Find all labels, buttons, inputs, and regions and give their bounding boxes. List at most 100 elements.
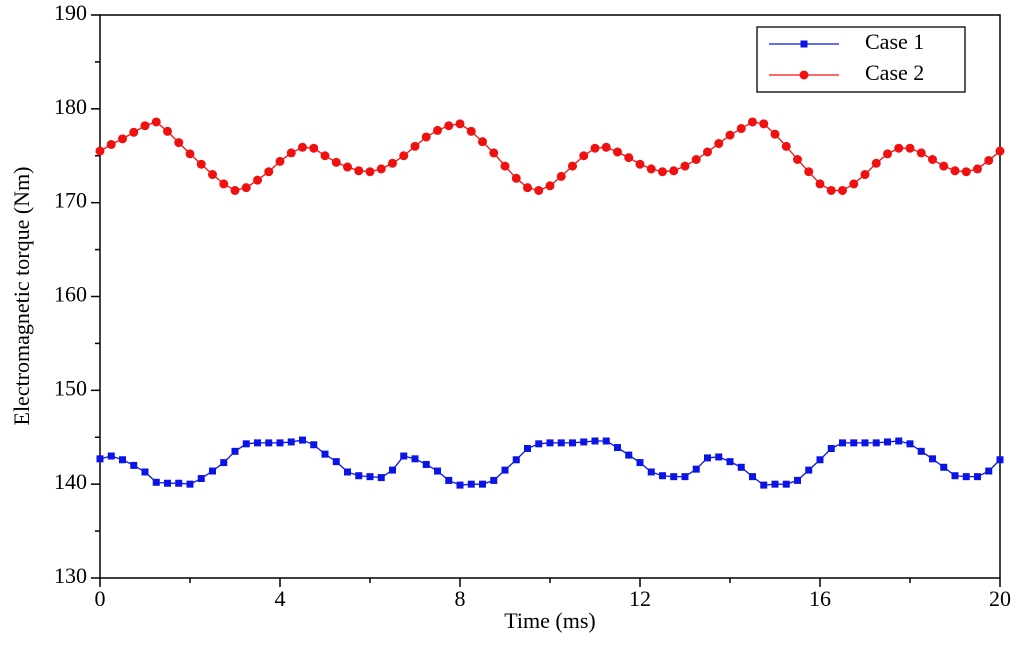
marker — [613, 147, 622, 157]
marker — [691, 155, 701, 165]
marker — [456, 481, 464, 489]
legend-marker — [800, 40, 808, 48]
legend-box — [756, 26, 966, 93]
marker — [839, 439, 846, 447]
marker — [164, 479, 171, 487]
y-axis-label: Electromagnetic torque (Nm) — [9, 166, 34, 425]
marker — [681, 473, 689, 481]
marker — [344, 468, 351, 476]
marker — [984, 155, 994, 165]
marker — [973, 164, 982, 174]
marker — [501, 466, 509, 474]
marker — [793, 155, 802, 165]
x-tick-label: 20 — [989, 586, 1011, 611]
marker — [287, 438, 295, 446]
marker — [804, 167, 814, 177]
marker — [524, 445, 531, 453]
y-tick-label: 150 — [54, 375, 87, 400]
plot-frame — [99, 14, 1001, 579]
marker — [286, 148, 296, 158]
marker — [512, 456, 520, 464]
marker — [332, 458, 340, 466]
marker — [838, 185, 847, 195]
marker — [928, 155, 937, 165]
marker — [703, 147, 712, 157]
marker — [670, 473, 678, 481]
marker — [995, 146, 1005, 156]
marker — [163, 126, 172, 136]
marker — [601, 142, 611, 152]
marker — [781, 141, 791, 151]
marker — [174, 138, 184, 148]
marker — [905, 143, 915, 153]
marker — [917, 447, 925, 455]
y-tick-label: 160 — [54, 282, 87, 307]
marker — [816, 456, 824, 464]
marker — [434, 467, 441, 475]
y-tick-label: 170 — [54, 188, 87, 213]
marker — [298, 142, 307, 152]
marker — [647, 468, 655, 476]
marker — [389, 466, 396, 474]
marker — [354, 166, 364, 176]
marker — [929, 455, 936, 463]
marker — [422, 460, 430, 468]
marker — [388, 158, 397, 168]
marker — [646, 164, 656, 174]
marker — [197, 475, 205, 483]
marker — [961, 167, 971, 177]
marker — [241, 183, 251, 193]
marker — [130, 461, 138, 469]
marker — [175, 479, 183, 487]
marker — [658, 167, 667, 177]
marker — [849, 179, 859, 189]
marker — [331, 157, 341, 167]
y-tick-label: 130 — [54, 563, 87, 588]
marker — [107, 452, 115, 460]
marker — [579, 151, 589, 161]
marker — [850, 439, 858, 447]
marker — [129, 127, 139, 137]
marker — [782, 480, 790, 488]
marker — [466, 126, 476, 136]
marker — [399, 151, 409, 161]
marker — [106, 139, 116, 149]
legend-label: Case 1 — [865, 29, 924, 54]
marker — [759, 119, 769, 129]
marker — [151, 117, 161, 127]
marker — [827, 445, 835, 453]
marker — [230, 185, 240, 195]
marker — [748, 117, 757, 127]
marker — [568, 161, 577, 171]
marker — [96, 455, 104, 463]
marker — [602, 437, 610, 445]
marker — [635, 159, 645, 169]
marker — [421, 132, 431, 142]
marker — [535, 440, 543, 448]
marker — [996, 456, 1004, 464]
marker — [669, 166, 679, 176]
legend-marker — [799, 70, 809, 80]
marker — [591, 437, 599, 445]
marker — [534, 185, 544, 195]
marker — [770, 129, 780, 139]
marker — [760, 481, 768, 489]
marker — [546, 439, 554, 447]
marker — [455, 119, 465, 129]
marker — [444, 121, 454, 131]
series-line — [99, 121, 1001, 192]
marker — [141, 468, 149, 476]
marker — [500, 161, 510, 171]
x-tick-label: 0 — [95, 586, 106, 611]
legend: Case 1 Case 2 — [756, 26, 966, 93]
marker — [861, 439, 869, 447]
marker — [985, 467, 993, 475]
marker — [794, 476, 801, 484]
marker — [872, 439, 880, 447]
marker — [152, 478, 160, 486]
y-tick-label: 180 — [54, 94, 87, 119]
marker — [343, 162, 352, 172]
marker — [749, 473, 756, 481]
marker — [231, 447, 239, 455]
